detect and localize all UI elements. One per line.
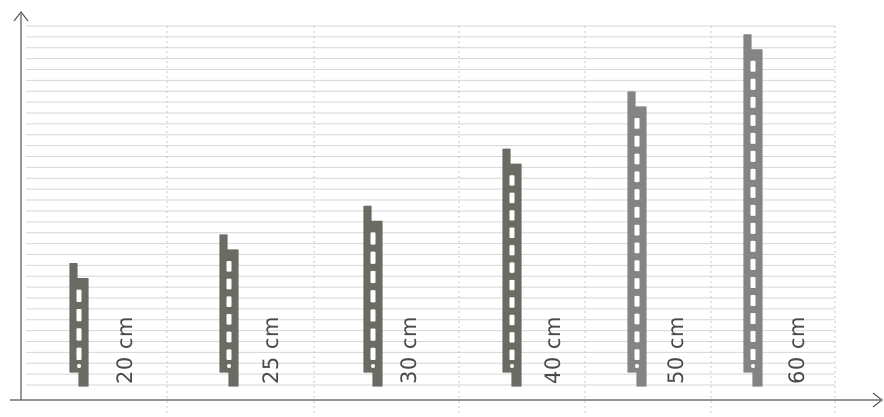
profiles: [69, 34, 763, 387]
profile-slot: [509, 297, 515, 308]
profile-slot: [370, 290, 376, 303]
profile-3: [363, 205, 383, 387]
profile-slot: [509, 262, 515, 273]
profile-slot: [750, 96, 756, 108]
profile-slot: [509, 314, 515, 326]
profile-slot: [370, 232, 376, 245]
profile-slot: [750, 150, 756, 162]
x-axis-arrow: [872, 392, 883, 408]
profile-hole: [77, 364, 81, 368]
profile-slot: [76, 347, 82, 360]
profile-hole: [510, 364, 514, 368]
profile-slot: [750, 78, 756, 90]
profile-slot: [370, 347, 376, 360]
size-label-4: 40 cm: [541, 316, 565, 384]
profile-slot: [750, 276, 756, 288]
size-label-5: 50 cm: [664, 316, 688, 384]
profile-slot: [226, 349, 232, 360]
profile-slot: [509, 210, 515, 221]
profile-slot: [370, 251, 376, 264]
profile-slot: [76, 289, 82, 302]
profile-slot: [634, 189, 640, 200]
profile-slot: [76, 328, 82, 341]
profile-body: [627, 91, 647, 387]
profile-slot: [750, 258, 756, 270]
profile-slot: [634, 206, 640, 218]
profile-slot: [750, 168, 756, 180]
profile-slot: [634, 331, 640, 343]
profile-hole: [751, 364, 755, 368]
background-grid: [26, 25, 836, 415]
profile-slot: [750, 60, 756, 72]
profile-slot: [750, 312, 756, 324]
profile-slot: [509, 227, 515, 238]
profile-slot: [634, 135, 640, 147]
profile-slot: [750, 186, 756, 198]
profile-slot: [634, 153, 640, 165]
profile-slot: [634, 349, 640, 360]
profile-slot: [370, 270, 376, 284]
profile-body: [69, 263, 89, 387]
profile-slot: [76, 308, 82, 322]
profile-slot: [226, 261, 232, 272]
profile-slot: [509, 175, 515, 186]
profile-hole: [371, 364, 375, 368]
profile-slot: [634, 224, 640, 236]
profile-slot: [509, 349, 515, 360]
profile-slot: [634, 313, 640, 325]
profile-slot: [750, 294, 756, 306]
profile-slot: [634, 278, 640, 289]
profile-slot: [509, 192, 515, 204]
profile-slot: [370, 309, 376, 322]
profile-slot: [509, 279, 515, 291]
profile-6: [743, 34, 763, 387]
profile-slot: [370, 328, 376, 341]
profile-slot: [226, 331, 232, 343]
profile-slot: [634, 260, 640, 272]
profile-slot: [634, 171, 640, 183]
profile-body: [219, 234, 239, 387]
profile-slot: [509, 244, 515, 256]
profile-slot: [750, 330, 756, 342]
profile-5: [627, 91, 647, 387]
axes: [10, 11, 883, 408]
size-label-3: 30 cm: [397, 316, 421, 384]
profile-slot: [226, 296, 232, 307]
profile-slot: [226, 314, 232, 325]
size-label-6: 60 cm: [785, 316, 809, 384]
size-label-1: 20 cm: [113, 316, 137, 384]
profile-4: [502, 148, 522, 387]
profile-2: [219, 234, 239, 387]
profile-slot: [750, 348, 756, 360]
size-labels: 20 cm 25 cm 30 cm 40 cm 50 cm 60 cm: [113, 316, 809, 384]
profile-slot: [750, 222, 756, 234]
profile-hole: [635, 364, 639, 368]
profile-slot: [509, 332, 515, 343]
profile-slot: [634, 118, 640, 129]
profile-slot: [750, 132, 756, 144]
size-label-2: 25 cm: [259, 316, 283, 384]
profile-slot: [750, 114, 756, 126]
profile-hole: [227, 364, 231, 368]
profile-slot: [226, 278, 232, 290]
profile-1: [69, 263, 89, 387]
profile-slot: [634, 242, 640, 254]
profile-slot: [634, 295, 640, 307]
profile-slot: [750, 240, 756, 252]
profile-slot: [750, 204, 756, 216]
y-axis-arrow: [13, 11, 29, 22]
